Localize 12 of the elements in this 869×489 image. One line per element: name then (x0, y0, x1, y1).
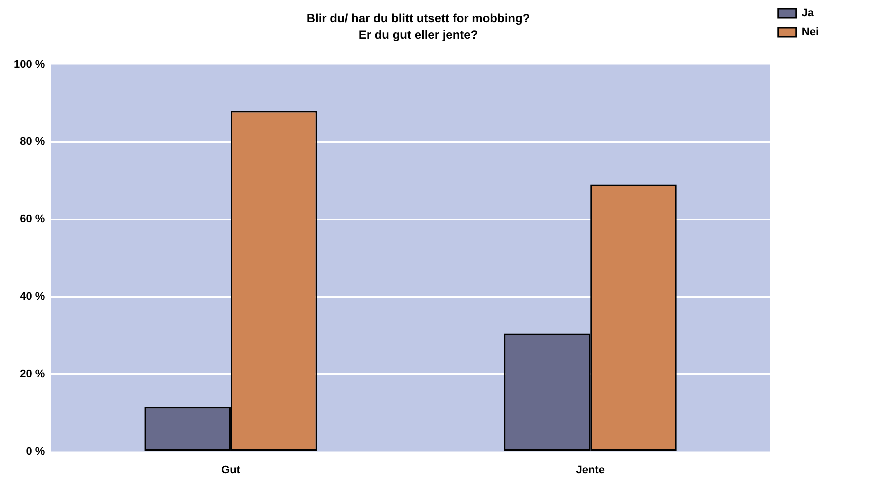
y-tick-label: 20 % (20, 368, 46, 380)
chart-title: Blir du/ har du blitt utsett for mobbing? (306, 12, 530, 26)
y-tick-label: 40 % (20, 291, 46, 304)
y-tick-label: 0 % (26, 446, 46, 458)
legend-label: Ja (802, 8, 815, 20)
x-tick-label: Jente (576, 464, 605, 476)
y-tick-label: 60 % (20, 214, 46, 226)
legend-label: Nei (802, 26, 820, 39)
y-tick-label: 80 % (20, 136, 46, 148)
x-tick-label: Gut (222, 464, 241, 476)
y-tick-label: 100 % (14, 58, 46, 71)
chart-subtitle: Er du gut eller jente? (358, 28, 478, 42)
